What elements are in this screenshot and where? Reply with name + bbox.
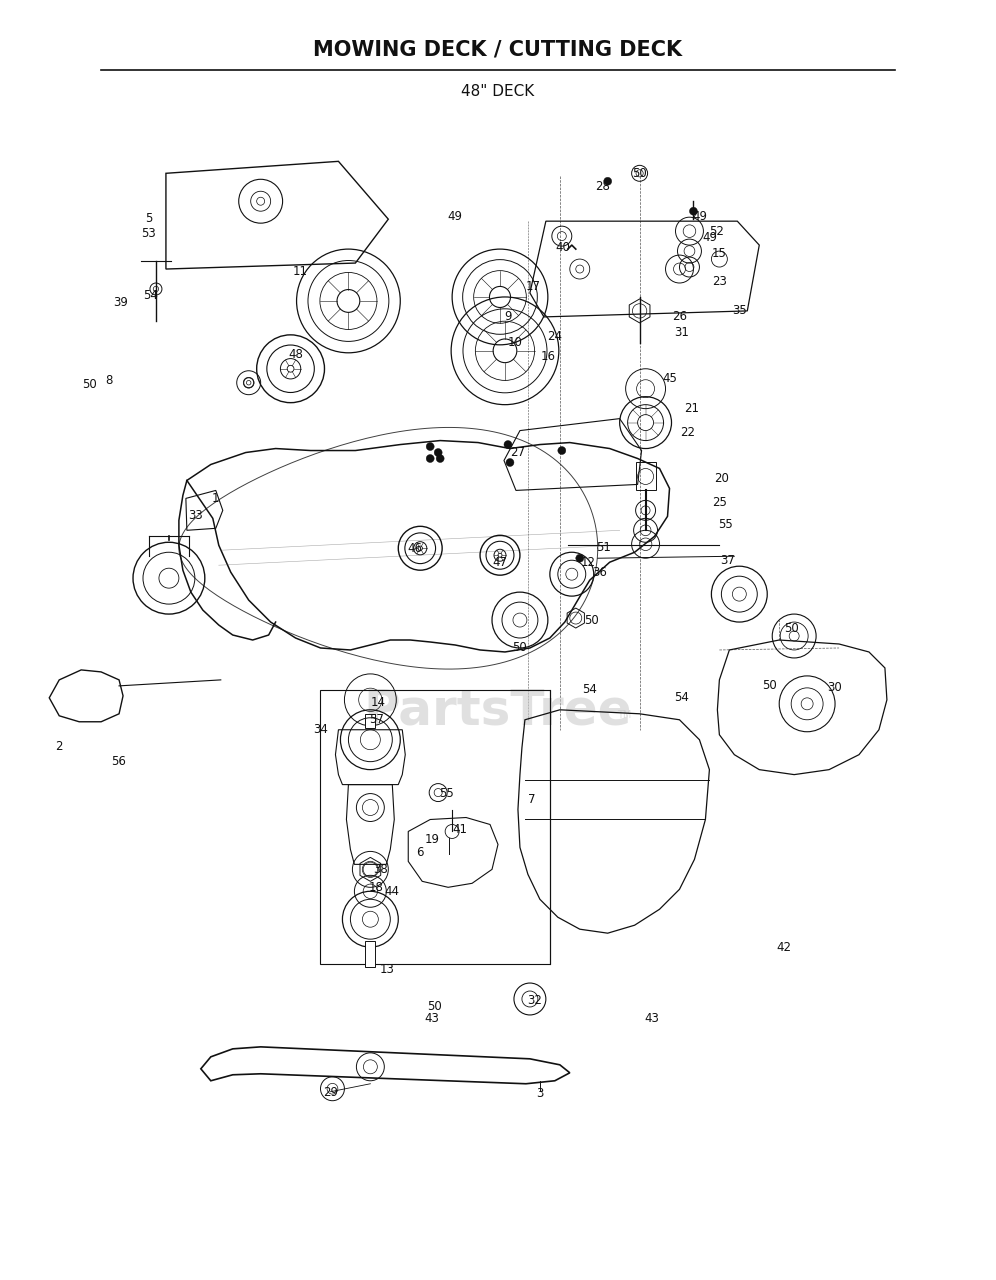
Text: 43: 43 [644,1012,659,1025]
Text: 14: 14 [371,696,385,709]
Text: 24: 24 [548,330,563,343]
Text: 54: 54 [143,289,158,302]
Circle shape [506,458,514,466]
Text: 54: 54 [583,684,598,696]
Text: PartsTree: PartsTree [364,686,632,735]
Text: TM: TM [618,710,631,721]
Text: 13: 13 [379,963,394,975]
Text: 43: 43 [424,1012,439,1025]
Text: 38: 38 [373,863,387,876]
Text: 5: 5 [145,211,152,225]
Circle shape [604,178,612,186]
Text: 50: 50 [762,680,777,692]
Text: 22: 22 [680,426,695,439]
Text: 20: 20 [714,472,729,485]
Circle shape [436,454,444,462]
Text: 30: 30 [827,681,842,694]
Text: 1: 1 [212,492,219,504]
Text: 50: 50 [513,641,527,654]
Text: 50: 50 [784,622,799,635]
FancyBboxPatch shape [366,941,375,968]
Text: 3: 3 [536,1087,544,1101]
Text: 37: 37 [720,554,735,567]
Text: 56: 56 [112,755,126,768]
Text: 55: 55 [718,518,733,531]
Text: 46: 46 [407,541,422,554]
Text: 34: 34 [313,723,328,736]
Text: 19: 19 [424,833,439,846]
Text: 33: 33 [188,509,203,522]
Text: 41: 41 [452,823,467,836]
Text: 39: 39 [114,297,128,310]
Text: 8: 8 [106,374,113,388]
Circle shape [434,448,442,457]
Text: 40: 40 [556,241,571,253]
Text: 50: 50 [585,613,600,626]
Text: 53: 53 [141,227,156,239]
Text: 11: 11 [293,265,308,278]
Text: 48: 48 [288,348,303,361]
Text: 49: 49 [702,230,717,243]
Text: 29: 29 [323,1087,338,1100]
Text: 16: 16 [541,351,556,364]
Text: 42: 42 [777,941,792,954]
Text: 2: 2 [56,740,63,753]
Text: 17: 17 [526,280,541,293]
Text: 18: 18 [369,881,383,893]
Text: 49: 49 [692,210,707,223]
Text: 31: 31 [674,326,689,339]
Text: 25: 25 [712,495,727,509]
Text: 51: 51 [597,540,612,554]
Text: 45: 45 [662,372,677,385]
Text: 32: 32 [528,995,543,1007]
Text: 50: 50 [632,166,647,179]
Text: 49: 49 [447,210,462,223]
Text: 15: 15 [712,247,727,260]
Circle shape [689,207,697,215]
Circle shape [504,440,512,448]
Text: 28: 28 [596,179,611,193]
Text: 7: 7 [528,794,536,806]
Text: 47: 47 [492,556,508,568]
Text: 57: 57 [369,713,383,726]
Text: 6: 6 [416,846,424,859]
Text: 21: 21 [684,402,699,415]
Text: 12: 12 [581,556,596,568]
Text: 35: 35 [732,305,747,317]
Text: 26: 26 [672,311,687,324]
Circle shape [426,443,434,451]
Text: 55: 55 [439,787,453,800]
Text: 52: 52 [709,225,724,238]
Text: 23: 23 [712,274,727,288]
Text: 50: 50 [82,378,97,392]
Text: 9: 9 [504,311,512,324]
Text: 50: 50 [427,1001,441,1014]
Circle shape [576,554,584,562]
Text: 54: 54 [674,691,689,704]
FancyBboxPatch shape [366,714,375,728]
Circle shape [558,447,566,454]
Circle shape [426,454,434,462]
Text: 44: 44 [384,884,399,897]
Text: 48" DECK: 48" DECK [461,84,535,99]
Text: MOWING DECK / CUTTING DECK: MOWING DECK / CUTTING DECK [314,40,682,60]
Text: 10: 10 [508,337,522,349]
Text: 27: 27 [510,445,526,460]
Text: 36: 36 [593,566,608,579]
